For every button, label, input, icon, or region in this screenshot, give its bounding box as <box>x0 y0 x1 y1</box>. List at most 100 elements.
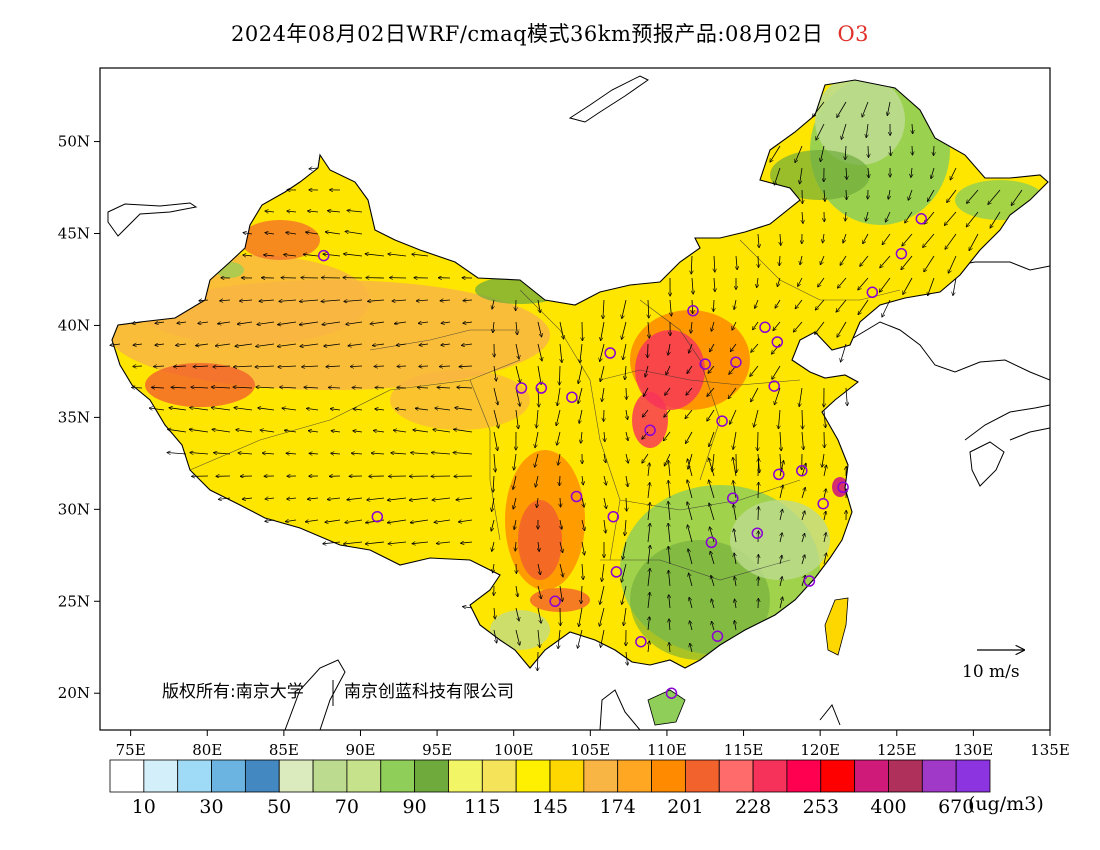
wind-arrow-icon <box>559 541 563 553</box>
wind-arrow-icon <box>795 299 803 309</box>
wind-arrow-icon <box>435 408 451 410</box>
city-marker <box>604 347 616 359</box>
wind-arrow-icon <box>823 553 826 565</box>
wind-arrow-icon <box>709 458 715 477</box>
wind-arrow-icon <box>278 366 297 367</box>
wind-arrow-icon <box>801 463 806 477</box>
wind-arrow-icon <box>689 597 693 609</box>
wind-arrow-icon <box>581 585 582 604</box>
wind-arrow-icon <box>647 568 650 587</box>
lon-tick-label: 120E <box>800 741 840 759</box>
wind-arrow-icon <box>822 453 824 467</box>
wind-arrow-icon <box>193 366 209 367</box>
wind-arrow-icon <box>300 300 319 302</box>
wind-arrow-icon <box>707 387 715 396</box>
colorbar-swatch <box>414 759 449 793</box>
colorbar-swatch <box>448 759 483 793</box>
wind-arrow-icon <box>668 523 670 543</box>
wind-arrow-icon <box>801 555 805 565</box>
wind-arrow-icon <box>308 431 319 432</box>
wind-arrow-icon <box>665 387 671 395</box>
wind-arrow-icon <box>686 387 693 395</box>
wind-arrow-icon <box>772 343 781 354</box>
wind-arrow-icon <box>493 475 494 492</box>
wind-arrow-icon <box>733 431 737 449</box>
wind-arrow-icon <box>257 321 275 325</box>
wind-arrow-icon <box>286 232 297 234</box>
wind-arrow-icon <box>770 145 781 162</box>
wind-arrow-icon <box>820 255 825 265</box>
wind-arrow-icon <box>559 321 564 339</box>
wind-arrow-icon <box>559 585 562 602</box>
wind-arrow-icon <box>215 344 231 346</box>
wind-arrow-icon <box>189 429 209 433</box>
wind-arrow-icon <box>233 387 253 388</box>
wind-arrow-icon <box>258 408 275 411</box>
wind-arrow-icon <box>410 519 429 523</box>
wind-arrow-icon <box>880 255 891 268</box>
colorbar-tick-label: 115 <box>464 796 500 818</box>
wind-arrow-icon <box>779 461 784 477</box>
wind-arrow-icon <box>277 343 297 347</box>
wind-arrow-icon <box>578 365 583 384</box>
colorbar-swatch <box>651 759 686 793</box>
wind-arrow-icon <box>304 387 319 388</box>
colorbar-tick-label: 228 <box>735 796 771 818</box>
wind-arrow-icon <box>331 431 341 432</box>
wind-arrow-icon <box>816 123 825 140</box>
city-marker <box>665 687 678 699</box>
city-marker <box>796 464 808 477</box>
wind-arrow-icon <box>242 498 253 499</box>
wind-arrow-icon <box>901 255 913 270</box>
wind-arrow-icon <box>733 504 737 521</box>
wind-arrow-icon <box>668 546 670 565</box>
wind-arrow-icon <box>758 431 759 451</box>
wind-arrow-icon <box>413 430 429 433</box>
colorbar-swatch <box>346 759 382 793</box>
wind-arrow-icon <box>537 497 538 508</box>
wind-arrow-icon <box>412 542 429 544</box>
wind-arrow-icon <box>149 408 165 410</box>
wind-arrow-icon <box>440 300 451 301</box>
lon-tick-label: 135E <box>1030 741 1070 759</box>
wind-arrow-icon <box>433 430 451 433</box>
wind-arrow-icon <box>711 575 715 587</box>
wind-arrow-icon <box>772 365 781 379</box>
wind-arrow-icon <box>928 277 935 296</box>
wind-arrow-icon <box>711 621 715 631</box>
wind-arrow-icon <box>840 255 847 265</box>
wind-arrow-icon <box>604 431 605 442</box>
colorbar-swatch <box>481 759 517 793</box>
wind-arrow-icon <box>710 551 715 565</box>
colorbar-tick-label: 90 <box>403 796 427 818</box>
city-marker <box>371 510 384 523</box>
wind-arrow-icon <box>801 533 805 543</box>
wind-arrow-icon <box>353 409 363 410</box>
wind-arrow-icon <box>714 255 715 272</box>
wind-arrow-icon <box>837 101 847 118</box>
wind-arrow-icon <box>436 542 451 544</box>
wind-arrow-icon <box>988 189 1001 204</box>
wind-arrow-icon <box>755 299 759 308</box>
colorbar-swatch <box>854 759 889 793</box>
wind-arrow-icon <box>890 145 891 156</box>
colorbar-swatch <box>684 759 720 793</box>
wind-arrow-icon <box>454 429 473 433</box>
wind-arrow-icon <box>734 299 736 310</box>
wind-arrow-icon <box>212 429 231 433</box>
wind-arrow-icon <box>688 549 693 565</box>
colorbar-tick-label: 670 <box>938 796 974 818</box>
wind-arrow-icon <box>582 497 584 507</box>
wind-arrow-icon <box>323 254 341 256</box>
colorbar-swatch <box>109 759 145 793</box>
colorbar-tick-label: 145 <box>532 796 568 818</box>
city-marker <box>705 536 718 549</box>
china-border <box>111 79 1049 669</box>
wind-arrow-icon <box>600 365 605 382</box>
luzon-outline <box>819 704 841 726</box>
wind-arrow-icon <box>648 343 649 358</box>
map-frame <box>99 67 1051 731</box>
wind-arrow-icon <box>328 387 341 388</box>
wind-arrow-icon <box>709 431 715 447</box>
wind-arrow-icon <box>494 453 495 472</box>
